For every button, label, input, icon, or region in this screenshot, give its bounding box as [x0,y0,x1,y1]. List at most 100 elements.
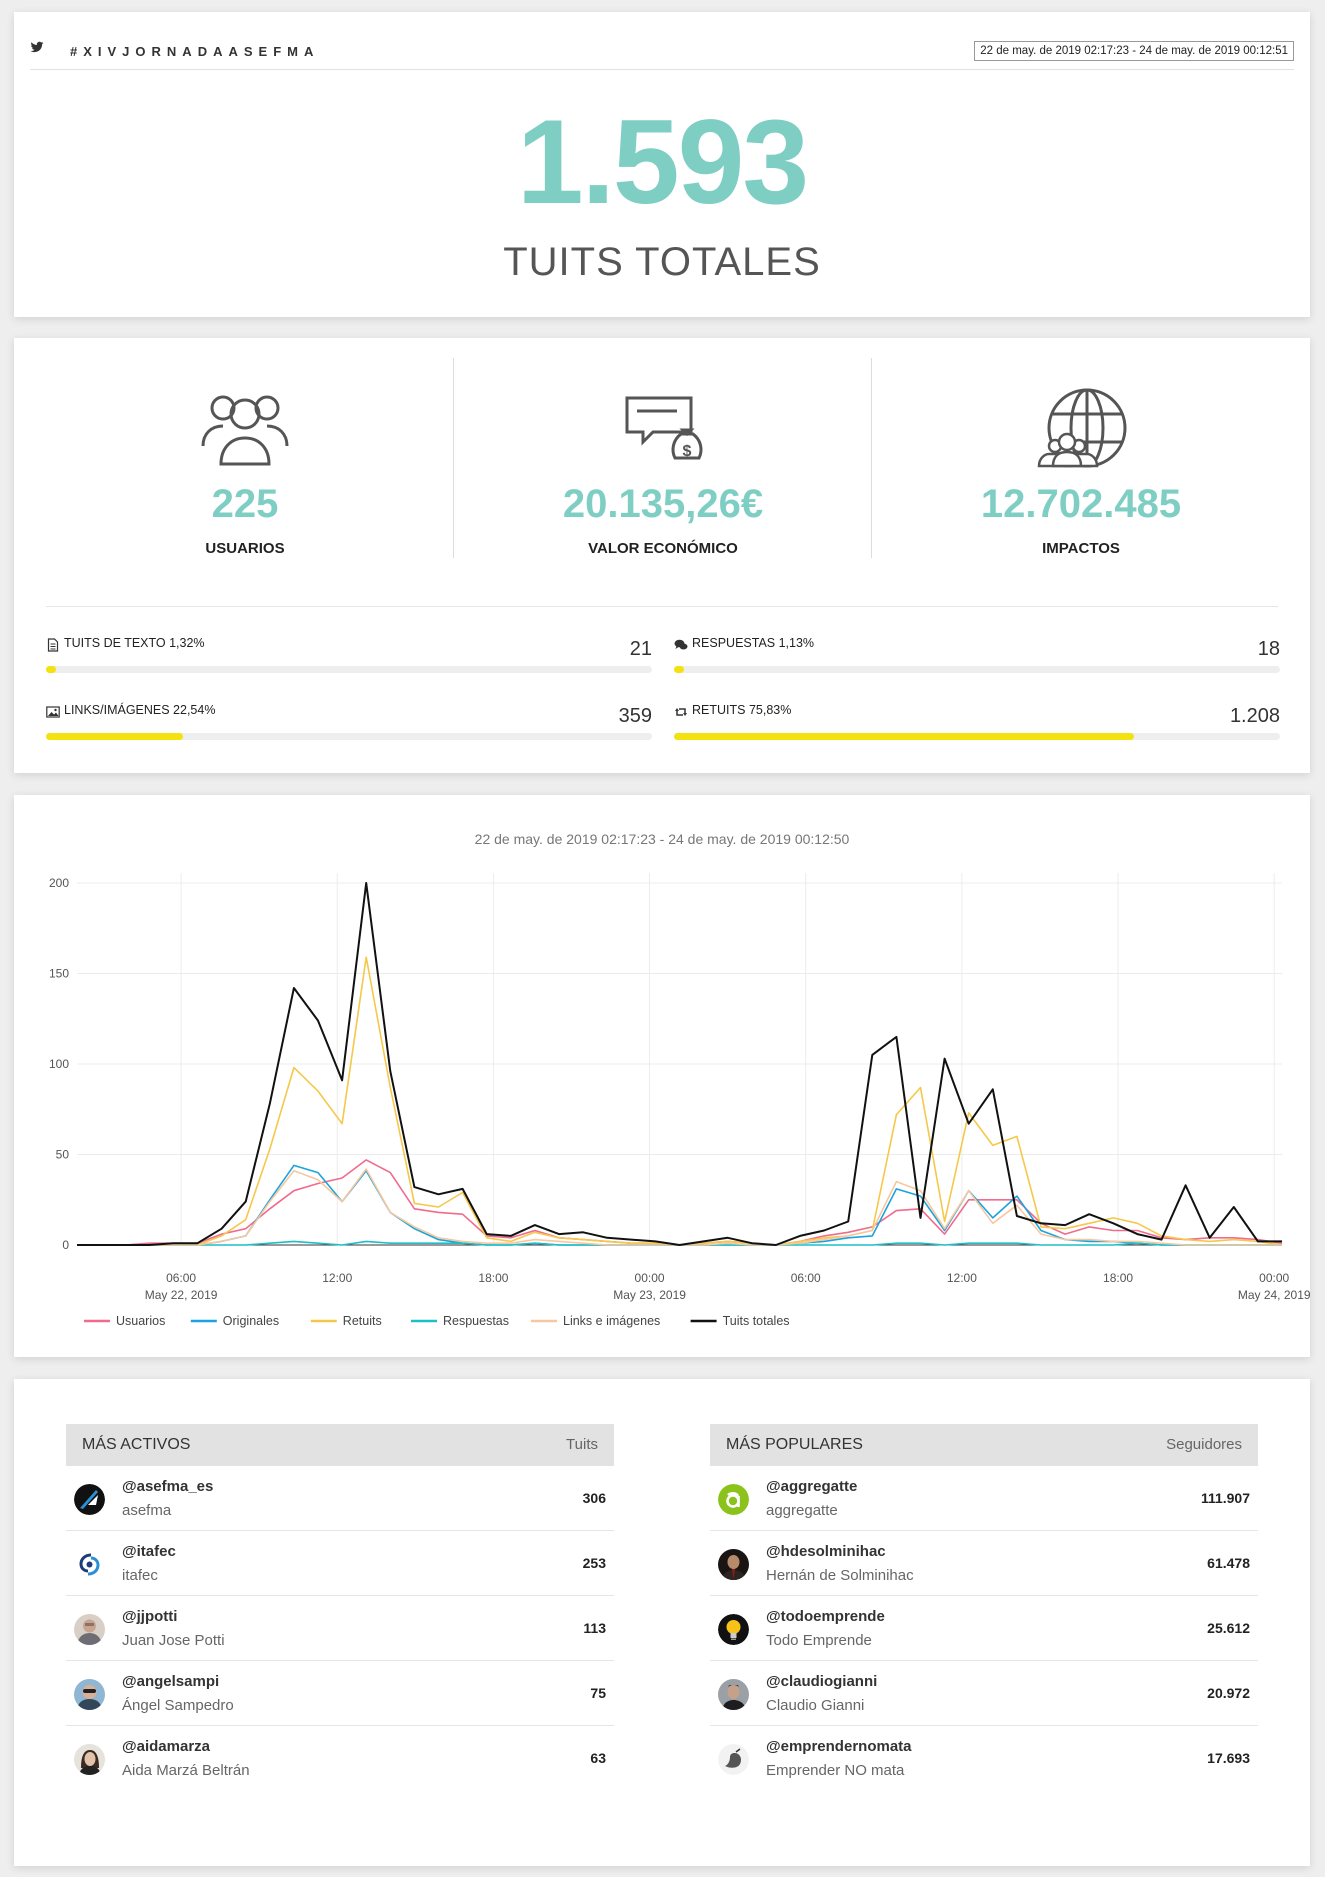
user-name: Hernán de Solminihac [766,1567,914,1584]
stat-value: 1.208 [1229,705,1280,727]
user-name: Aida Marzá Beltrán [122,1762,250,1779]
table-row[interactable]: @emprendernomata Emprender NO mata 17.69… [710,1726,1258,1791]
follower-count: 20.972 [1207,1685,1250,1701]
series-line [77,1159,1283,1246]
legend-label: Originales [223,1314,279,1328]
user-handle[interactable]: @emprendernomata [766,1738,912,1755]
table-header: MÁS POPULARES Seguidores [710,1424,1258,1466]
table-row[interactable]: @jjpotti Juan Jose Potti 113 [66,1596,614,1661]
legend-label: Links e imágenes [563,1314,660,1328]
x-tick-label: 18:00 [1103,1271,1133,1285]
document-icon [47,638,59,652]
stat-replies: RESPUESTAS 1,13% 18 [674,636,1280,696]
avatar[interactable] [74,1484,105,1515]
impressions-label: IMPACTOS [1042,540,1120,557]
user-handle[interactable]: @itafec [122,1543,176,1560]
tweet-count: 63 [590,1750,606,1766]
table-row[interactable]: @hdesolminihac Hernán de Solminihac 61.4… [710,1531,1258,1596]
user-name: aggregatte [766,1502,838,1519]
table-row[interactable]: @aidamarza Aida Marzá Beltrán 63 [66,1726,614,1791]
stat-retweets: RETUITS 75,83% 1.208 [674,703,1280,763]
user-handle[interactable]: @aggregatte [766,1478,858,1495]
progress-track [674,733,1280,740]
tweet-count: 75 [590,1685,606,1701]
users-label: USUARIOS [205,540,285,557]
globe-users-icon [1037,388,1127,468]
comments-icon [674,639,688,650]
column-header: Seguidores [1166,1436,1242,1453]
table-title: MÁS ACTIVOS [82,1436,191,1453]
timeline-chart-panel: 22 de may. de 2019 02:17:23 - 24 de may.… [14,795,1310,1357]
avatar[interactable] [74,1549,105,1580]
user-handle[interactable]: @angelsampi [122,1673,220,1690]
avatar[interactable] [74,1679,105,1710]
x-tick-label: 00:00 [635,1271,665,1285]
x-tick-label: 12:00 [947,1271,977,1285]
avatar[interactable] [718,1549,749,1580]
avatar[interactable] [74,1614,105,1645]
user-handle[interactable]: @todoemprende [766,1608,885,1625]
user-handle[interactable]: @asefma_es [122,1478,214,1495]
money-chat-icon: $ [625,396,703,460]
user-name: Juan Jose Potti [122,1632,225,1649]
total-tweets-label: TUITS TOTALES [503,240,821,284]
user-handle[interactable]: @aidamarza [122,1738,211,1755]
impressions-value: 12.702.485 [980,482,1182,526]
retweet-icon [675,708,687,716]
column-header: Tuits [566,1436,598,1453]
progress-fill [674,666,684,673]
series-line [77,956,1283,1246]
table-row[interactable]: @todoemprende Todo Emprende 25.612 [710,1596,1258,1661]
avatar[interactable] [718,1614,749,1645]
avatar[interactable] [718,1484,749,1515]
follower-count: 111.907 [1200,1490,1250,1506]
svg-text:$: $ [683,443,692,460]
table-row[interactable]: @asefma_es asefma 306 [66,1466,614,1531]
avatar[interactable] [718,1744,749,1775]
stat-label: RESPUESTAS 1,13% [692,636,815,650]
y-tick-label: 150 [49,967,69,981]
x-tick-date-label: May 23, 2019 [613,1288,686,1302]
date-range-input[interactable]: 22 de may. de 2019 02:17:23 - 24 de may.… [974,41,1294,61]
table-row[interactable]: @aggregatte aggregatte 111.907 [710,1466,1258,1531]
legend-label: Tuits totales [723,1314,790,1328]
follower-count: 25.612 [1207,1620,1250,1636]
total-tweets-value: 1.593 [516,95,809,229]
user-handle[interactable]: @claudiogianni [766,1673,878,1690]
stat-label: LINKS/IMÁGENES 22,54% [64,703,216,717]
x-tick-label: 12:00 [322,1271,352,1285]
stat-label: RETUITS 75,83% [692,703,792,717]
avatar[interactable] [718,1679,749,1710]
kpi-impressions: 12.702.485 IMPACTOS [872,354,1290,557]
user-name: asefma [122,1502,172,1519]
stat-value: 21 [629,638,652,660]
economic-label: VALOR ECONÓMICO [588,540,738,557]
tweet-count: 306 [582,1490,606,1506]
follower-count: 17.693 [1207,1750,1250,1766]
table-row[interactable]: @itafec itafec 253 [66,1531,614,1596]
table-title: MÁS POPULARES [726,1436,863,1453]
kpi-economic-value: $ 20.135,26€ VALOR ECONÓMICO [454,354,872,557]
twitter-icon [30,41,44,53]
progress-fill [674,733,1134,740]
kpi-users: 225 USUARIOS [36,354,454,557]
x-tick-label: 06:00 [791,1271,821,1285]
progress-track [674,666,1280,673]
stat-links-images: LINKS/IMÁGENES 22,54% 359 [46,703,652,763]
series-line [77,1168,1282,1246]
divider [871,358,872,558]
table-row[interactable]: @angelsampi Ángel Sampedro 75 [66,1661,614,1726]
summary-panel: #XIVJORNADAASEFMA 22 de may. de 2019 02:… [14,12,1310,317]
stat-value: 18 [1257,638,1280,660]
user-handle[interactable]: @hdesolminihac [766,1543,886,1560]
x-tick-label: 00:00 [1259,1271,1289,1285]
table-row[interactable]: @claudiogianni Claudio Gianni 20.972 [710,1661,1258,1726]
series-line [77,882,1282,1246]
follower-count: 61.478 [1207,1555,1250,1571]
x-tick-label: 18:00 [478,1271,508,1285]
x-tick-label: 06:00 [166,1271,196,1285]
y-tick-label: 0 [62,1238,69,1252]
user-handle[interactable]: @jjpotti [122,1608,178,1625]
avatar[interactable] [74,1744,105,1775]
timeline-chart[interactable]: 0 50 100 150 200 06:00 May 22, 2019 12:00 18:00 0… [14,795,1310,1357]
